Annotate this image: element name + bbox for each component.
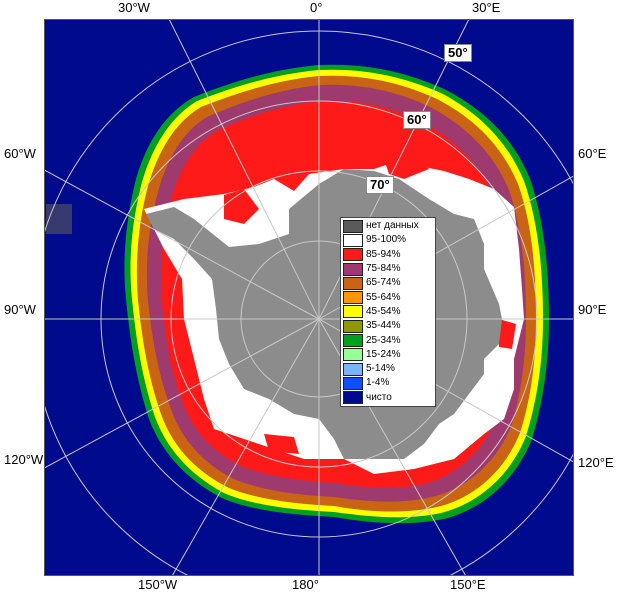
legend-item: 1-4% — [343, 376, 433, 390]
legend-label: 5-14% — [366, 363, 395, 375]
legend-item: 85-94% — [343, 248, 433, 262]
legend-swatch — [343, 319, 363, 333]
lon-label-right: 90°E — [578, 302, 607, 317]
legend-label: чисто — [366, 391, 392, 403]
map-border — [44, 19, 574, 576]
lat-label: 50° — [444, 44, 472, 62]
legend-swatch — [343, 348, 363, 362]
no-data-region — [46, 204, 72, 234]
legend-swatch — [343, 262, 363, 276]
legend-swatch — [343, 276, 363, 290]
legend-item: 25-34% — [343, 333, 433, 348]
lon-label-left: 120°W — [4, 452, 44, 467]
ice-red-patch — [264, 434, 299, 454]
legend-label: 75-84% — [366, 263, 401, 275]
legend-item: 15-24% — [343, 348, 433, 362]
legend-swatch — [343, 233, 363, 247]
legend-item: 75-84% — [343, 262, 433, 276]
legend-item: 35-44% — [343, 319, 433, 333]
ice-red-patch — [384, 151, 429, 179]
legend-label: нет данных — [366, 220, 419, 232]
legend-swatch — [343, 248, 363, 262]
legend-label: 45-54% — [366, 305, 401, 317]
legend-item: 55-64% — [343, 290, 433, 305]
legend-label: 25-34% — [366, 334, 401, 346]
lat-label: 70° — [366, 176, 394, 194]
lon-label-bottom: 180° — [292, 577, 319, 592]
legend-label: 55-64% — [366, 291, 401, 303]
lon-label-top: 30°W — [118, 0, 150, 15]
legend-item: 65-74% — [343, 276, 433, 290]
lon-label-top: 0° — [310, 0, 323, 15]
ice-red-patch — [499, 319, 516, 349]
legend-swatch — [343, 219, 363, 233]
legend-label: 1-4% — [366, 377, 390, 389]
legend-swatch — [343, 305, 363, 319]
legend-item: 95-100% — [343, 233, 433, 247]
lon-label-right: 120°E — [578, 455, 614, 470]
legend-item: нет данных — [343, 219, 433, 233]
sea-ice-map — [44, 19, 574, 576]
legend-label: 95-100% — [366, 234, 407, 246]
legend-swatch — [343, 391, 363, 405]
legend-item: 45-54% — [343, 305, 433, 319]
legend-swatch — [343, 291, 363, 305]
legend-label: 65-74% — [366, 277, 401, 289]
lon-label-right: 60°E — [578, 146, 607, 161]
legend-label: 35-44% — [366, 320, 401, 332]
legend-swatch — [343, 376, 363, 390]
legend-label: 15-24% — [366, 348, 401, 360]
legend-item: чисто — [343, 391, 433, 405]
legend-label: 85-94% — [366, 248, 401, 260]
lat-label: 60° — [403, 111, 431, 129]
map-frame — [44, 19, 574, 576]
legend: нет данных 95-100% 85-94% 75-84% 65-74% 55-64… — [340, 217, 436, 407]
ice-red-patch — [224, 189, 259, 224]
legend-swatch — [343, 334, 363, 348]
lon-label-top: 30°E — [472, 0, 501, 15]
legend-swatch — [343, 362, 363, 376]
lon-label-left: 60°W — [4, 146, 36, 161]
lon-label-bottom: 150°E — [450, 577, 486, 592]
lon-label-left: 90°W — [4, 302, 36, 317]
lon-label-bottom: 150°W — [138, 577, 178, 592]
legend-item: 5-14% — [343, 362, 433, 376]
